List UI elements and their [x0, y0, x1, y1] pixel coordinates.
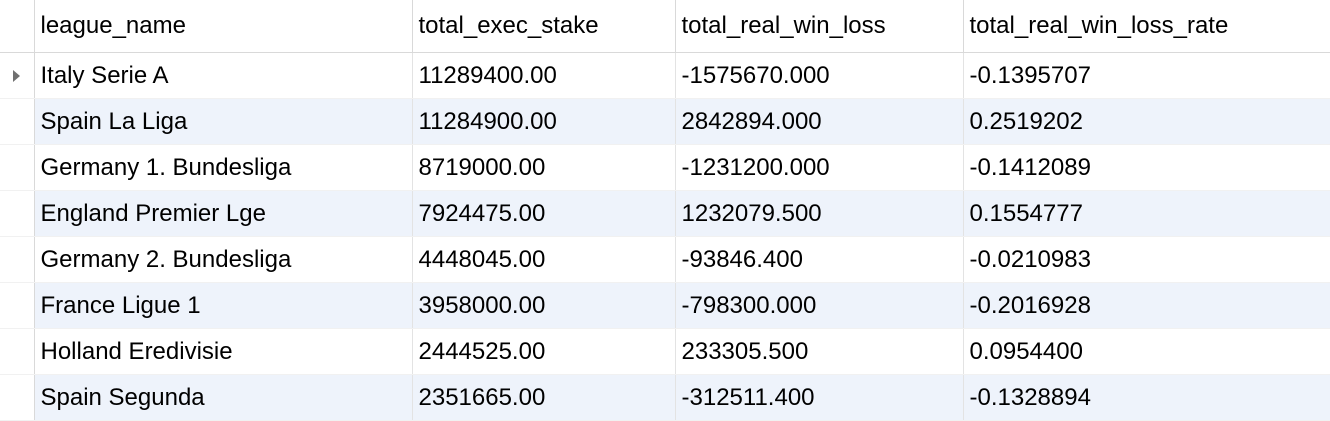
cell-total-real-win-loss-rate[interactable]: -0.1328894 [963, 374, 1330, 421]
cell-total-real-win-loss[interactable]: 233305.500 [675, 328, 964, 375]
cell-league-name[interactable]: England Premier Lge [34, 190, 413, 237]
table-row[interactable]: Spain Segunda 2351665.00 -312511.400 -0.… [0, 374, 1330, 421]
cell-league-name[interactable]: Spain Segunda [34, 374, 413, 421]
row-header-corner[interactable] [0, 0, 35, 53]
table-row[interactable]: England Premier Lge 7924475.00 1232079.5… [0, 190, 1330, 237]
cell-total-real-win-loss-rate[interactable]: 0.1554777 [963, 190, 1330, 237]
cell-total-real-win-loss-rate[interactable]: -0.1395707 [963, 52, 1330, 99]
row-header[interactable] [0, 144, 35, 191]
cell-total-exec-stake[interactable]: 2351665.00 [412, 374, 676, 421]
cell-total-exec-stake[interactable]: 11289400.00 [412, 52, 676, 99]
cell-total-exec-stake[interactable]: 8719000.00 [412, 144, 676, 191]
cell-total-real-win-loss-rate[interactable]: 0.2519202 [963, 98, 1330, 145]
row-header[interactable] [0, 52, 35, 99]
row-header[interactable] [0, 190, 35, 237]
row-header[interactable] [0, 374, 35, 421]
header-row: league_name total_exec_stake total_real_… [0, 0, 1330, 53]
cell-total-real-win-loss-rate[interactable]: -0.1412089 [963, 144, 1330, 191]
cell-total-exec-stake[interactable]: 7924475.00 [412, 190, 676, 237]
cell-total-real-win-loss-rate[interactable]: -0.0210983 [963, 236, 1330, 283]
cell-total-exec-stake[interactable]: 4448045.00 [412, 236, 676, 283]
cell-total-exec-stake[interactable]: 3958000.00 [412, 282, 676, 329]
cell-total-real-win-loss[interactable]: 2842894.000 [675, 98, 964, 145]
row-header[interactable] [0, 236, 35, 283]
cell-league-name[interactable]: France Ligue 1 [34, 282, 413, 329]
table-row[interactable]: Italy Serie A 11289400.00 -1575670.000 -… [0, 52, 1330, 99]
table-row[interactable]: Spain La Liga 11284900.00 2842894.000 0.… [0, 98, 1330, 145]
cell-total-real-win-loss[interactable]: -312511.400 [675, 374, 964, 421]
row-header[interactable] [0, 282, 35, 329]
table-row[interactable]: Germany 1. Bundesliga 8719000.00 -123120… [0, 144, 1330, 191]
table-row[interactable]: Holland Eredivisie 2444525.00 233305.500… [0, 328, 1330, 375]
table-row[interactable]: Germany 2. Bundesliga 4448045.00 -93846.… [0, 236, 1330, 283]
column-header-total-real-win-loss[interactable]: total_real_win_loss [675, 0, 964, 53]
cell-league-name[interactable]: Holland Eredivisie [34, 328, 413, 375]
cell-league-name[interactable]: Italy Serie A [34, 52, 413, 99]
cell-total-real-win-loss-rate[interactable]: -0.2016928 [963, 282, 1330, 329]
column-header-league-name[interactable]: league_name [34, 0, 413, 53]
row-header[interactable] [0, 328, 35, 375]
cell-total-exec-stake[interactable]: 2444525.00 [412, 328, 676, 375]
cell-league-name[interactable]: Spain La Liga [34, 98, 413, 145]
cell-league-name[interactable]: Germany 2. Bundesliga [34, 236, 413, 283]
cell-total-real-win-loss[interactable]: -93846.400 [675, 236, 964, 283]
table-row[interactable]: France Ligue 1 3958000.00 -798300.000 -0… [0, 282, 1330, 329]
cell-total-real-win-loss[interactable]: 1232079.500 [675, 190, 964, 237]
column-header-total-exec-stake[interactable]: total_exec_stake [412, 0, 676, 53]
cell-total-real-win-loss-rate[interactable]: 0.0954400 [963, 328, 1330, 375]
cell-total-real-win-loss[interactable]: -1575670.000 [675, 52, 964, 99]
cell-league-name[interactable]: Germany 1. Bundesliga [34, 144, 413, 191]
row-pointer-icon [13, 70, 21, 83]
cell-total-exec-stake[interactable]: 11284900.00 [412, 98, 676, 145]
cell-total-real-win-loss[interactable]: -798300.000 [675, 282, 964, 329]
cell-total-real-win-loss[interactable]: -1231200.000 [675, 144, 964, 191]
column-header-total-real-win-loss-rate[interactable]: total_real_win_loss_rate [963, 0, 1330, 53]
row-header[interactable] [0, 98, 35, 145]
